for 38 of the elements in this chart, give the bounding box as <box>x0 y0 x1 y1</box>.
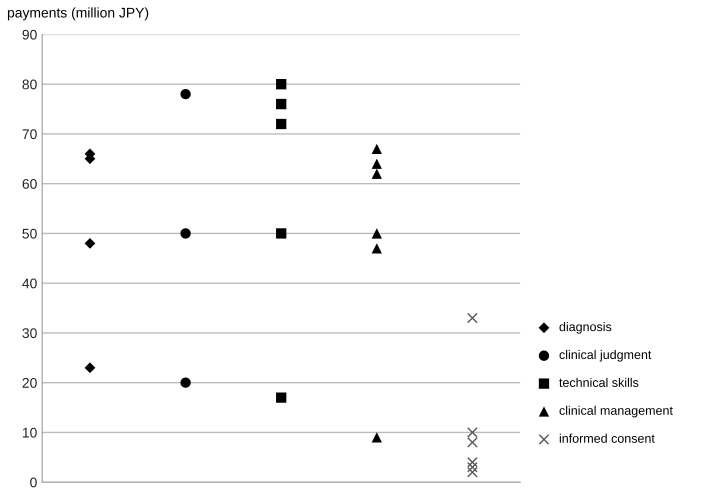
legend-label: diagnosis <box>559 322 612 334</box>
point <box>372 228 382 239</box>
point <box>372 158 382 169</box>
point <box>467 437 478 448</box>
y-axis-title: payments (million JPY) <box>8 7 148 20</box>
point <box>276 228 286 239</box>
point <box>467 456 478 468</box>
point <box>372 243 382 254</box>
y-tick-label: 50 <box>22 228 37 239</box>
point <box>84 238 96 249</box>
point <box>180 88 191 100</box>
y-tick-label: 70 <box>22 129 37 140</box>
point <box>467 462 478 473</box>
y-tick-label: 60 <box>22 179 37 189</box>
point <box>372 144 382 154</box>
point <box>276 118 286 130</box>
y-tick-label: 40 <box>22 278 37 288</box>
point <box>180 378 191 388</box>
y-tick-label: 80 <box>22 80 37 90</box>
y-tick-label: 0 <box>30 477 37 488</box>
legend-label: clinical judgment <box>560 350 652 362</box>
point <box>467 427 478 438</box>
point <box>276 98 286 110</box>
legend-label: technical skills <box>559 378 638 388</box>
legend-label: clinical management <box>560 406 673 418</box>
point <box>467 466 478 478</box>
legend-label: informed consent <box>560 434 655 443</box>
y-tick-label: 10 <box>22 428 37 438</box>
point <box>276 79 286 90</box>
y-tick-label: 30 <box>22 328 37 338</box>
point <box>372 432 382 443</box>
point <box>180 228 191 239</box>
y-tick-label: 20 <box>22 378 37 388</box>
point <box>276 392 286 403</box>
point <box>372 168 382 179</box>
y-tick-label: 90 <box>22 30 37 40</box>
point <box>84 362 96 374</box>
point <box>467 312 478 324</box>
